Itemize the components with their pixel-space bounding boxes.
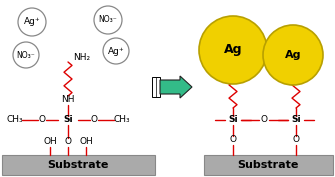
Text: O: O [39,116,46,124]
Text: NO₃⁻: NO₃⁻ [17,50,36,59]
Text: O: O [292,136,299,144]
Text: O: O [261,116,268,124]
Text: Substrate: Substrate [237,160,299,170]
Text: O: O [90,116,97,124]
FancyBboxPatch shape [204,155,333,175]
Circle shape [199,16,267,84]
FancyBboxPatch shape [2,155,155,175]
Text: NH₂: NH₂ [287,38,305,47]
Text: Ag⁺: Ag⁺ [108,47,124,56]
Text: NH₂: NH₂ [224,38,242,47]
Text: CH₃: CH₃ [114,116,130,124]
Text: Substrate: Substrate [47,160,109,170]
Circle shape [263,25,323,85]
Text: NH: NH [301,62,315,72]
FancyArrow shape [160,76,192,98]
Text: Ag⁺: Ag⁺ [24,18,40,27]
Text: Si: Si [291,116,301,124]
Text: Ag: Ag [224,44,242,56]
Text: O: O [65,138,71,147]
Text: CH₃: CH₃ [7,116,23,124]
Text: O: O [229,136,237,144]
Text: NH: NH [238,62,252,72]
Text: OH: OH [43,138,57,147]
FancyBboxPatch shape [152,77,160,97]
Text: NH: NH [61,96,75,104]
Text: OH: OH [79,138,93,147]
Text: Ag: Ag [285,50,301,60]
Text: NH₂: NH₂ [73,53,90,61]
Text: Si: Si [228,116,238,124]
Text: Si: Si [63,116,73,124]
Text: NO₃⁻: NO₃⁻ [98,16,117,24]
